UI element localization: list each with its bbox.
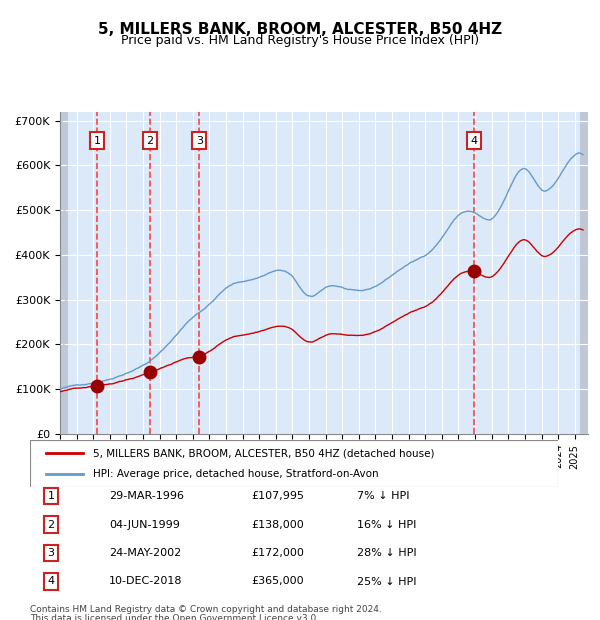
Text: 1: 1 — [94, 136, 101, 146]
Bar — [60, 112, 68, 434]
Text: 04-JUN-1999: 04-JUN-1999 — [109, 520, 180, 529]
Text: HPI: Average price, detached house, Stratford-on-Avon: HPI: Average price, detached house, Stra… — [94, 469, 379, 479]
Text: £365,000: £365,000 — [252, 577, 304, 587]
Text: £138,000: £138,000 — [252, 520, 305, 529]
Text: 4: 4 — [470, 136, 478, 146]
Text: £107,995: £107,995 — [252, 491, 305, 501]
Text: 1: 1 — [47, 491, 55, 501]
Text: 16% ↓ HPI: 16% ↓ HPI — [358, 520, 417, 529]
Text: 4: 4 — [47, 577, 55, 587]
Text: This data is licensed under the Open Government Licence v3.0.: This data is licensed under the Open Gov… — [30, 614, 319, 620]
Bar — [60, 112, 68, 434]
Text: 10-DEC-2018: 10-DEC-2018 — [109, 577, 182, 587]
Bar — [580, 112, 588, 434]
Text: 24-MAY-2002: 24-MAY-2002 — [109, 548, 181, 558]
Text: Price paid vs. HM Land Registry's House Price Index (HPI): Price paid vs. HM Land Registry's House … — [121, 34, 479, 47]
Text: 3: 3 — [47, 548, 55, 558]
Text: £172,000: £172,000 — [252, 548, 305, 558]
Text: 28% ↓ HPI: 28% ↓ HPI — [358, 548, 417, 558]
Text: 5, MILLERS BANK, BROOM, ALCESTER, B50 4HZ: 5, MILLERS BANK, BROOM, ALCESTER, B50 4H… — [98, 22, 502, 37]
Text: 29-MAR-1996: 29-MAR-1996 — [109, 491, 184, 501]
Text: 5, MILLERS BANK, BROOM, ALCESTER, B50 4HZ (detached house): 5, MILLERS BANK, BROOM, ALCESTER, B50 4H… — [94, 448, 435, 458]
Text: Contains HM Land Registry data © Crown copyright and database right 2024.: Contains HM Land Registry data © Crown c… — [30, 604, 382, 614]
Text: 2: 2 — [146, 136, 154, 146]
Text: 7% ↓ HPI: 7% ↓ HPI — [358, 491, 410, 501]
Text: 25% ↓ HPI: 25% ↓ HPI — [358, 577, 417, 587]
Text: 3: 3 — [196, 136, 203, 146]
Text: 2: 2 — [47, 520, 55, 529]
